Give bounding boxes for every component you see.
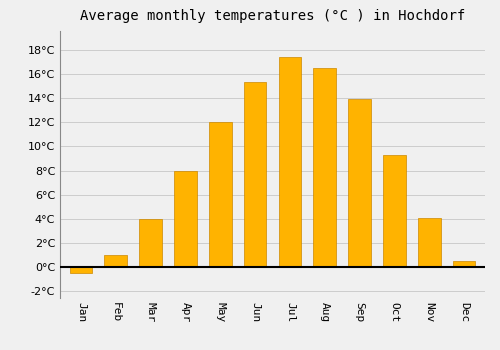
Bar (209, 122, 232, 267)
Bar (383, 155, 406, 267)
Bar (278, 57, 301, 267)
Bar (418, 218, 440, 267)
Bar (174, 170, 197, 267)
Bar (244, 82, 266, 267)
Bar (453, 261, 475, 267)
Bar (314, 68, 336, 267)
Title: Average monthly temperatures (°C ) in Hochdorf: Average monthly temperatures (°C ) in Ho… (80, 9, 465, 23)
Bar (70, 267, 92, 273)
Bar (348, 99, 371, 267)
Bar (140, 219, 162, 267)
Bar (104, 255, 127, 267)
